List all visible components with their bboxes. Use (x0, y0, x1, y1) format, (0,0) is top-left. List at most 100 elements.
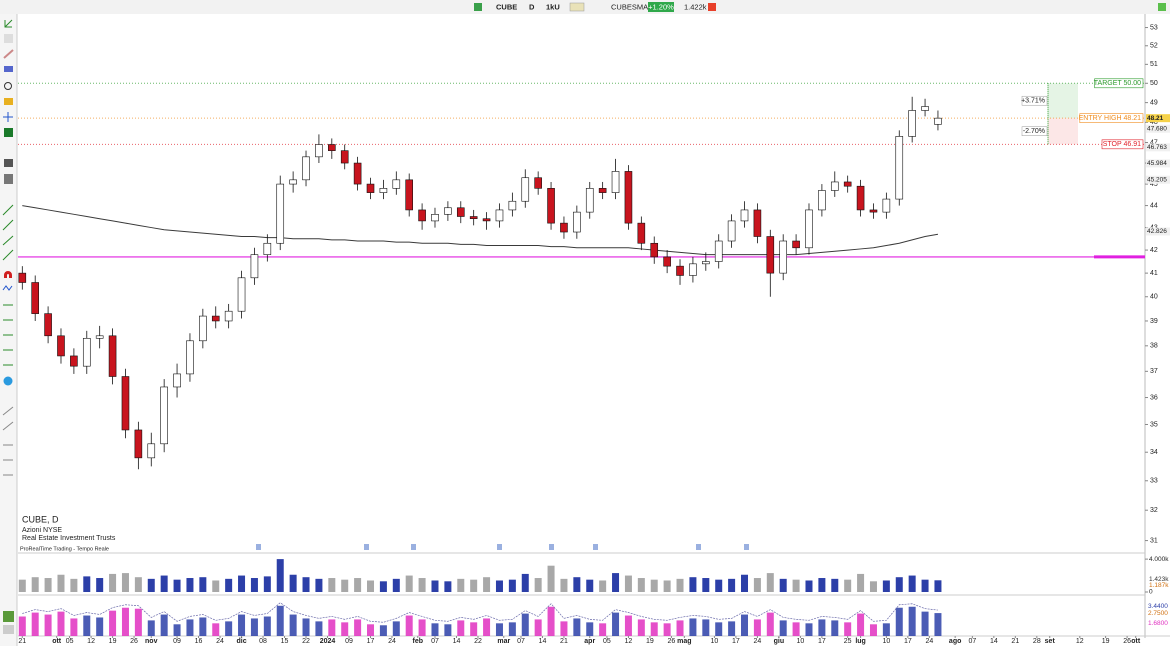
volume-bar (302, 577, 310, 592)
volume-bar (818, 578, 826, 592)
x-tick-label: 12 (1076, 638, 1084, 645)
volume-bar (57, 574, 65, 592)
x-tick-label: ott (52, 638, 62, 645)
x-tick-label: 10 (711, 638, 719, 645)
volume-now: 1.422k (684, 2, 707, 11)
event-icon[interactable] (256, 544, 261, 550)
candle-body (263, 242, 272, 255)
volume-bar (676, 578, 684, 592)
candle-body (521, 177, 530, 202)
tool-icon[interactable] (4, 98, 13, 105)
x-tick-label: 14 (990, 638, 998, 645)
indicator-bar (186, 619, 194, 636)
x-tick-label: 17 (732, 638, 740, 645)
x-tick-label: 24 (754, 638, 762, 645)
volume-bar (508, 579, 516, 592)
y-tick-label: 49 (1150, 99, 1158, 106)
volume-bar (160, 575, 168, 592)
indicator-bar (470, 622, 478, 636)
tool-icon[interactable] (2, 204, 14, 261)
y-tick-label: 50 (1150, 80, 1158, 87)
tool-icon[interactable] (4, 271, 12, 278)
candle-body (779, 240, 787, 274)
indicator-bar (367, 624, 375, 636)
event-icon[interactable] (411, 544, 416, 550)
tool-icon[interactable] (2, 406, 14, 476)
volume-bar (702, 578, 710, 592)
indicator-bar (379, 625, 387, 636)
tool-icon[interactable] (3, 49, 14, 59)
tool-icon[interactable] (2, 285, 13, 291)
symbol[interactable]: CUBE (496, 2, 517, 11)
indicator-bar (702, 619, 710, 636)
volume-bar (276, 559, 284, 592)
level-tag: STOP 46.91 (1103, 141, 1141, 148)
tool-icon[interactable] (4, 174, 13, 184)
volume-bar (431, 580, 439, 592)
event-icon[interactable] (497, 544, 502, 550)
volume-bar (392, 578, 400, 592)
level-tag-box (1094, 78, 1144, 89)
event-icon[interactable] (696, 544, 701, 550)
indicator-bar (495, 623, 503, 636)
tool-icon[interactable] (3, 112, 13, 122)
volume-bar (44, 578, 52, 592)
candle-body (508, 200, 517, 211)
candle-body (44, 313, 52, 337)
tool-icon[interactable] (3, 625, 14, 634)
x-tick-label: ott (1131, 638, 1141, 645)
event-icon[interactable] (549, 544, 554, 550)
tool-icon[interactable] (4, 128, 13, 137)
indicator-bar (586, 622, 594, 636)
indicator-bar (31, 612, 39, 636)
event-icon[interactable] (364, 544, 369, 550)
chart-title: CUBE, D (22, 514, 59, 524)
reward-zone (1048, 83, 1078, 119)
price-tag-box (1146, 124, 1170, 133)
candle-body (818, 190, 826, 211)
tool-icon[interactable] (3, 376, 13, 386)
candle-body (573, 211, 581, 233)
tool-icon[interactable] (3, 611, 14, 622)
icon[interactable] (708, 3, 716, 11)
x-tick-label: 07 (431, 638, 439, 645)
event-icon[interactable] (593, 544, 598, 550)
candle-body (624, 171, 633, 224)
tool-icon[interactable] (4, 34, 13, 43)
indicator-bar (857, 613, 865, 636)
tool-icon[interactable] (4, 66, 13, 72)
y-tick-label: 40 (1150, 294, 1158, 301)
indicator-bar (431, 623, 439, 636)
event-markers (256, 544, 749, 550)
indicator-bar (341, 622, 349, 636)
event-icon[interactable] (744, 544, 749, 550)
units[interactable]: 1kU (546, 2, 560, 11)
candle-body (727, 220, 736, 242)
volume-bar (263, 576, 271, 592)
y-tick-label: 33 (1150, 478, 1158, 485)
icon[interactable] (1158, 3, 1166, 11)
x-tick-label: 14 (539, 638, 547, 645)
tool-icon[interactable] (3, 304, 13, 366)
tool-icon[interactable] (4, 19, 13, 28)
y-tick-label: 41 (1150, 270, 1158, 277)
candle-body (418, 209, 426, 222)
indicator-bar (483, 618, 491, 636)
indicator-bar (869, 624, 877, 636)
icon[interactable] (569, 2, 585, 12)
candle-body (482, 218, 491, 222)
y-tick-label: 31 (1150, 537, 1158, 544)
candle-body (108, 335, 117, 377)
period[interactable]: D (529, 2, 535, 11)
candle-body (366, 183, 375, 193)
x-tick-label: 17 (367, 638, 375, 645)
volume-bar (418, 578, 426, 592)
candle-body (250, 254, 259, 279)
indicator-bar (315, 621, 323, 636)
candle-body (31, 282, 39, 314)
volume-bar (444, 581, 452, 592)
tool-icon[interactable] (4, 159, 13, 167)
tool-icon[interactable] (4, 82, 12, 90)
rr-label: +3.71% (1021, 98, 1045, 105)
